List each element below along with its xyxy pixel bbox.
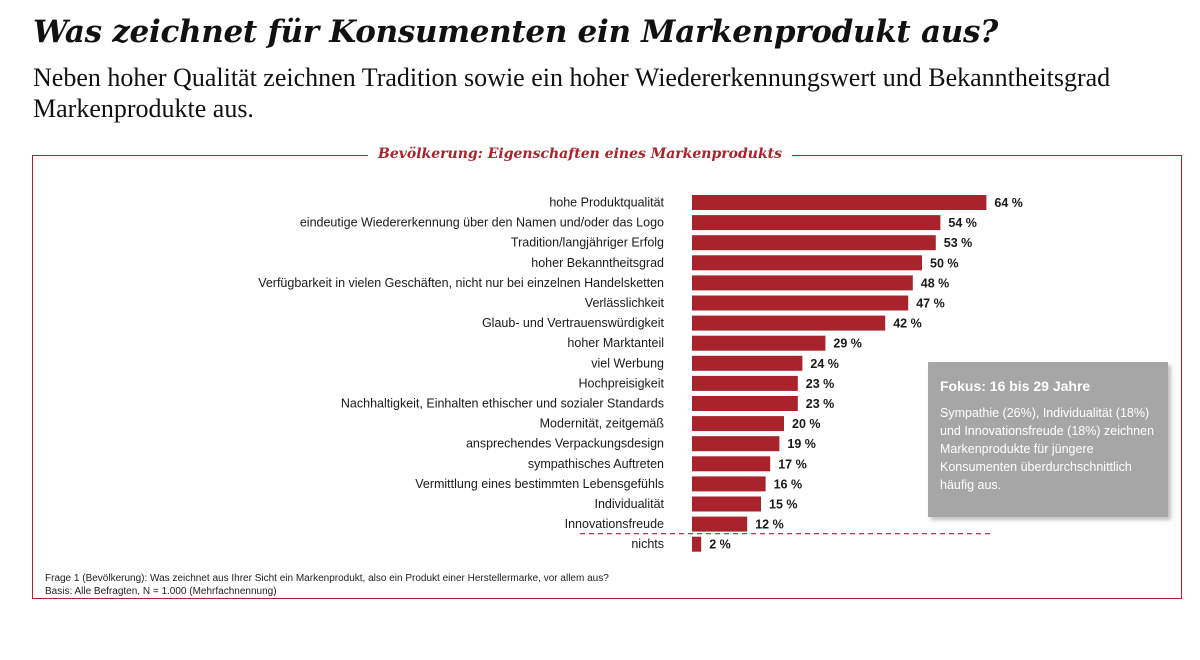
- focus-title: Fokus: 16 bis 29 Jahre: [940, 378, 1091, 394]
- bar: [692, 355, 803, 371]
- value-label: 42 %: [893, 317, 922, 331]
- bar: [692, 496, 761, 512]
- page-title: Was zeichnet für Konsumenten ein Markenp…: [33, 14, 998, 50]
- value-label: 23 %: [806, 377, 835, 391]
- category-label: ansprechendes Verpackungsdesign: [466, 437, 664, 451]
- bar: [692, 416, 784, 432]
- bar: [692, 215, 941, 231]
- category-label: eindeutige Wiedererkennung über den Name…: [300, 216, 664, 230]
- category-label: nichts: [631, 537, 664, 551]
- category-label: Glaub- und Vertrauenswürdigkeit: [482, 316, 665, 330]
- value-label: 53 %: [944, 236, 973, 250]
- bar: [692, 396, 798, 411]
- bar: [692, 536, 702, 552]
- footnote-question: Frage 1 (Bevölkerung): Was zeichnet aus …: [45, 573, 609, 584]
- category-label: hohe Produktqualität: [549, 196, 664, 210]
- category-label: Nachhaltigkeit, Einhalten ethischer und …: [341, 397, 664, 411]
- value-label: 29 %: [833, 337, 862, 351]
- bar: [692, 335, 826, 351]
- focus-box: Fokus: 16 bis 29 Jahre Sympathie (26%), …: [928, 362, 1168, 517]
- category-label: Hochpreisigkeit: [579, 376, 665, 390]
- category-label: Vermittlung eines bestimmten Lebensgefüh…: [415, 477, 664, 491]
- bar: [692, 315, 886, 331]
- value-label: 20 %: [792, 417, 821, 431]
- value-label: 54 %: [948, 216, 977, 230]
- value-label: 50 %: [930, 256, 959, 270]
- category-label: Innovationsfreude: [565, 517, 664, 531]
- value-label: 15 %: [769, 498, 798, 512]
- category-label: Verlässlichkeit: [585, 296, 665, 310]
- bar: [692, 436, 780, 452]
- focus-text: Sympathie (26%), Individualität (18%) un…: [940, 406, 1155, 492]
- value-label: 47 %: [916, 297, 945, 311]
- bar: [692, 195, 987, 210]
- category-label: Individualität: [595, 497, 665, 511]
- page-subtitle: Neben hoher Qualität zeichnen Tradition …: [33, 63, 1111, 123]
- value-label: 23 %: [806, 397, 835, 411]
- bar: [692, 235, 936, 251]
- bar: [692, 275, 913, 291]
- value-label: 24 %: [810, 357, 839, 371]
- category-label: Modernität, zeitgemäß: [540, 417, 665, 431]
- bar: [692, 295, 909, 311]
- category-label: hoher Marktanteil: [567, 336, 664, 350]
- bar: [692, 255, 922, 271]
- value-label: 17 %: [778, 457, 807, 471]
- category-label: sympathisches Auftreten: [528, 457, 664, 471]
- value-label: 64 %: [994, 196, 1023, 210]
- bar: [692, 456, 771, 472]
- category-label: hoher Bekanntheitsgrad: [531, 256, 664, 270]
- value-label: 48 %: [921, 276, 950, 290]
- bar: [692, 516, 748, 532]
- category-label: viel Werbung: [591, 356, 664, 370]
- value-label: 19 %: [787, 437, 816, 451]
- value-label: 2 %: [709, 538, 731, 552]
- footnote-basis: Basis: Alle Befragten, N = 1.000 (Mehrfa…: [45, 586, 277, 597]
- bar: [692, 375, 798, 391]
- category-label: Verfügbarkeit in vielen Geschäften, nich…: [258, 276, 664, 290]
- category-label: Tradition/langjähriger Erfolg: [511, 236, 664, 250]
- value-label: 12 %: [755, 518, 784, 532]
- bar: [692, 476, 766, 492]
- value-label: 16 %: [774, 477, 803, 491]
- chart-title: Bevölkerung: Eigenschaften eines Markenp…: [368, 146, 792, 162]
